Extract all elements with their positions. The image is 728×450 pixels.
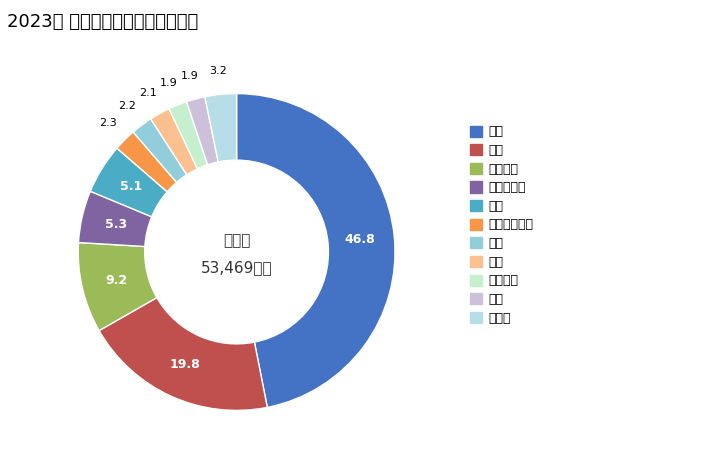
Wedge shape: [117, 132, 177, 192]
Text: 2023年 輸出相手国のシェア（％）: 2023年 輸出相手国のシェア（％）: [7, 14, 199, 32]
Wedge shape: [186, 97, 218, 165]
Wedge shape: [169, 102, 207, 169]
Text: 総　額: 総 額: [223, 234, 250, 248]
Text: 1.9: 1.9: [160, 78, 178, 88]
Text: 5.3: 5.3: [105, 218, 127, 231]
Text: 19.8: 19.8: [170, 358, 201, 371]
Text: 46.8: 46.8: [344, 234, 375, 247]
Wedge shape: [90, 148, 167, 217]
Text: 9.2: 9.2: [106, 274, 127, 287]
Text: 1.9: 1.9: [181, 71, 199, 81]
Wedge shape: [237, 94, 395, 407]
Wedge shape: [78, 243, 157, 331]
Wedge shape: [133, 119, 187, 182]
Text: 2.2: 2.2: [119, 101, 136, 111]
Wedge shape: [99, 297, 267, 410]
Text: 2.3: 2.3: [99, 118, 117, 128]
Text: 5.1: 5.1: [120, 180, 143, 194]
Wedge shape: [205, 94, 237, 162]
Wedge shape: [151, 109, 197, 175]
Text: 2.1: 2.1: [139, 88, 157, 98]
Text: 3.2: 3.2: [210, 66, 227, 76]
Legend: 中国, 台湾, ベトナム, フィリピン, 韓国, インドネシア, タイ, 香港, メキシコ, 米国, その他: 中国, 台湾, ベトナム, フィリピン, 韓国, インドネシア, タイ, 香港,…: [465, 120, 539, 329]
Text: 53,469万円: 53,469万円: [201, 261, 272, 275]
Wedge shape: [79, 191, 151, 247]
